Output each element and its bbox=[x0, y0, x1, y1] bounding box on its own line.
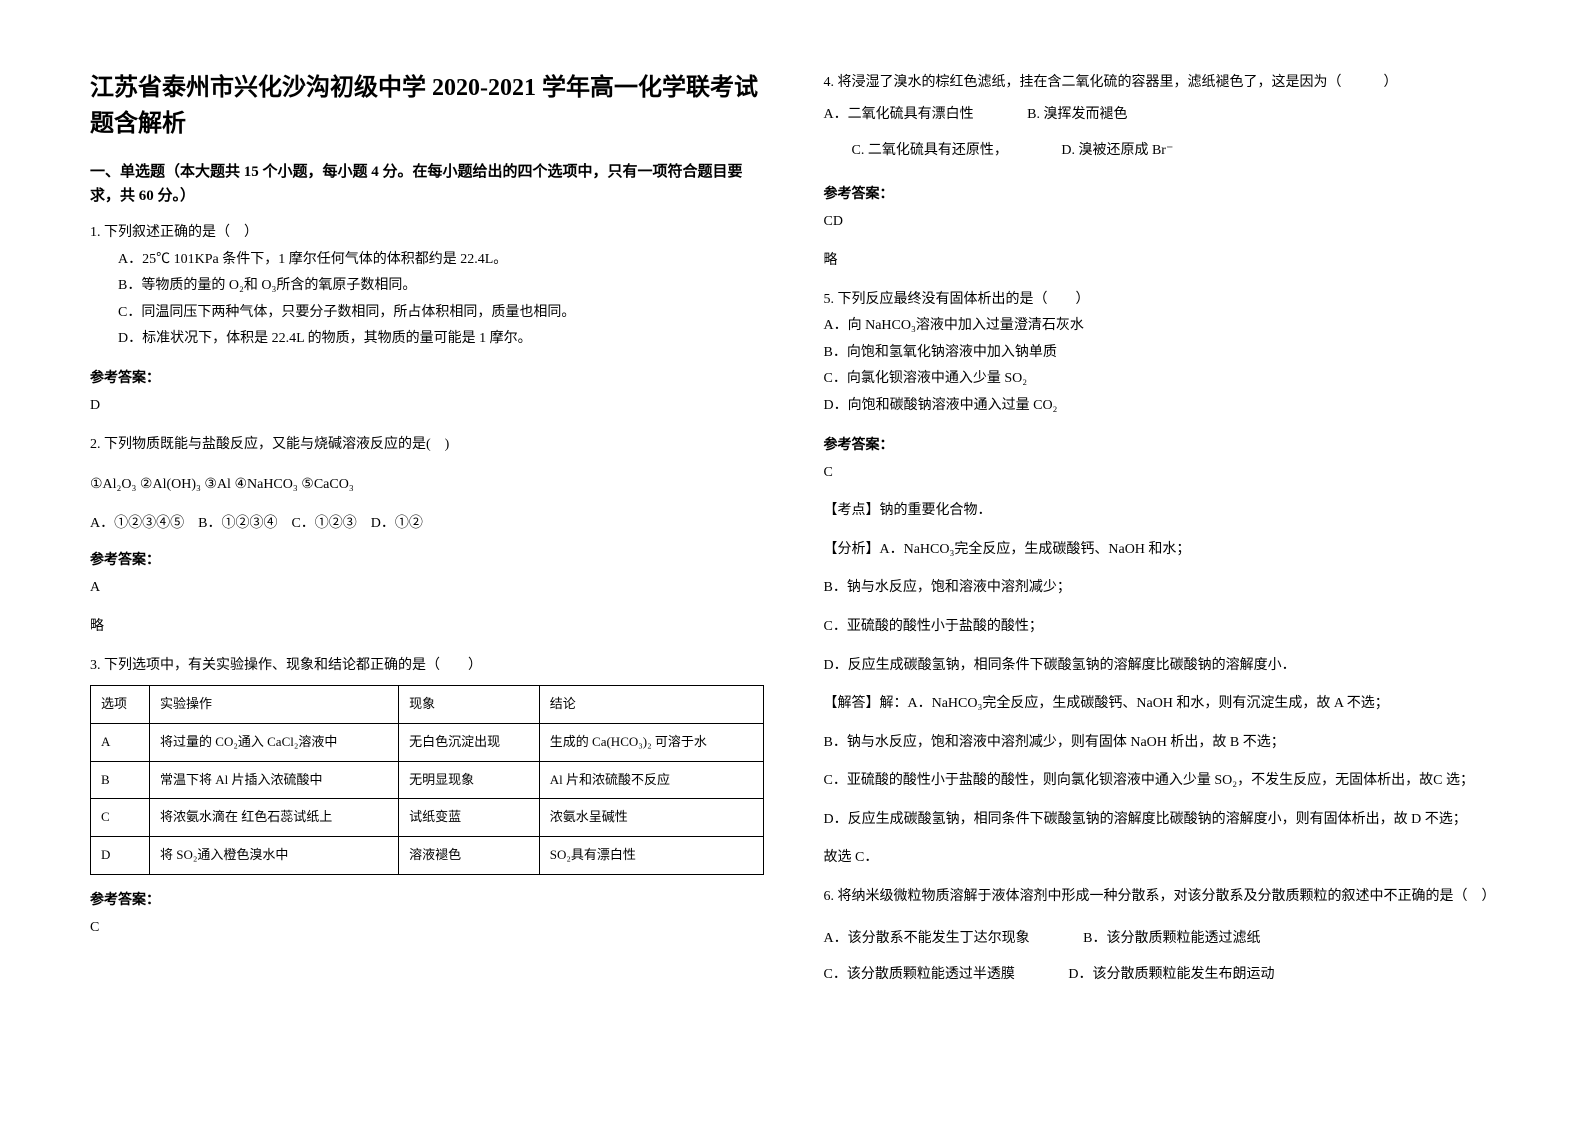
question-3: 3. 下列选项中，有关实验操作、现象和结论都正确的是（ ） 选项 实验操作 现象… bbox=[90, 653, 764, 875]
cell: SO₂具有漂白性 bbox=[539, 836, 763, 874]
q5-answer-label: 参考答案： bbox=[824, 434, 1498, 454]
q4-option-d: D. 溴被还原成 Br⁻ bbox=[1061, 133, 1173, 169]
q2-stem: 2. 下列物质既能与盐酸反应，又能与烧碱溶液反应的是( ) bbox=[90, 432, 764, 459]
q5-option-a: A．向 NaHCO₃溶液中加入过量澄清石灰水 bbox=[824, 313, 1498, 340]
q3-answer-label: 参考答案： bbox=[90, 889, 764, 909]
q1-stem: 1. 下列叙述正确的是（ ） bbox=[90, 220, 764, 247]
q4-answer: CD bbox=[824, 209, 1498, 236]
cell: 浓氨水呈碱性 bbox=[539, 799, 763, 837]
left-column: 江苏省泰州市兴化沙沟初级中学 2020-2021 学年高一化学联考试题含解析 一… bbox=[90, 70, 764, 1007]
q4-option-c: C. 二氧化硫具有还原性， bbox=[852, 133, 1008, 169]
q5-fenxi-c: C．亚硫酸的酸性小于盐酸的酸性； bbox=[824, 614, 1498, 641]
q1-option-c: C．同温同压下两种气体，只要分子数相同，所占体积相同，质量也相同。 bbox=[90, 300, 764, 327]
right-column: 4. 将浸湿了溴水的棕红色滤纸，挂在含二氧化硫的容器里，滤纸褪色了，这是因为（ … bbox=[824, 70, 1498, 1007]
q6-options-row2: C．该分散质颗粒能透过半透膜 D．该分散质颗粒能发生布朗运动 bbox=[824, 957, 1498, 993]
q5-fenxi-d: D．反应生成碳酸氢钠，相同条件下碳酸氢钠的溶解度比碳酸钠的溶解度小． bbox=[824, 653, 1498, 680]
col-phenomenon: 现象 bbox=[399, 686, 540, 724]
col-conclusion: 结论 bbox=[539, 686, 763, 724]
table-header-row: 选项 实验操作 现象 结论 bbox=[91, 686, 764, 724]
q6-options-row1: A．该分散系不能发生丁达尔现象 B．该分散质颗粒能透过滤纸 bbox=[824, 921, 1498, 957]
section-1-header: 一、单选题（本大题共 15 个小题，每小题 4 分。在每小题给出的四个选项中，只… bbox=[90, 160, 764, 208]
col-operation: 实验操作 bbox=[150, 686, 399, 724]
question-6: 6. 将纳米级微粒物质溶解于液体溶剂中形成一种分散系，对该分散系及分散质颗粒的叙… bbox=[824, 884, 1498, 993]
cell: 生成的 Ca(HCO₃)₂ 可溶于水 bbox=[539, 723, 763, 761]
cell: 试纸变蓝 bbox=[399, 799, 540, 837]
question-2: 2. 下列物质既能与盐酸反应，又能与烧碱溶液反应的是( ) bbox=[90, 432, 764, 459]
q4-note: 略 bbox=[824, 248, 1498, 275]
q5-jieda-d: D．反应生成碳酸氢钠，相同条件下碳酸氢钠的溶解度比碳酸钠的溶解度小，则有固体析出… bbox=[824, 807, 1498, 834]
q1-option-d: D．标准状况下，体积是 22.4L 的物质，其物质的量可能是 1 摩尔。 bbox=[90, 326, 764, 353]
document-title: 江苏省泰州市兴化沙沟初级中学 2020-2021 学年高一化学联考试题含解析 bbox=[90, 70, 764, 142]
q5-jieda-c: C．亚硫酸的酸性小于盐酸的酸性，则向氯化钡溶液中通入少量 SO₂，不发生反应，无… bbox=[824, 768, 1498, 795]
cell: D bbox=[91, 836, 150, 874]
cell: 无明显现象 bbox=[399, 761, 540, 799]
cell: 将浓氨水滴在 红色石蕊试纸上 bbox=[150, 799, 399, 837]
cell: Al 片和浓硫酸不反应 bbox=[539, 761, 763, 799]
q5-jieda-a: 【解答】解：A．NaHCO₃完全反应，生成碳酸钙、NaOH 和水，则有沉淀生成，… bbox=[824, 691, 1498, 718]
cell: 常温下将 Al 片插入浓硫酸中 bbox=[150, 761, 399, 799]
question-1: 1. 下列叙述正确的是（ ） A．25℃ 101KPa 条件下，1 摩尔任何气体… bbox=[90, 220, 764, 353]
q5-option-c: C．向氯化钡溶液中通入少量 SO₂ bbox=[824, 366, 1498, 393]
q4-stem: 4. 将浸湿了溴水的棕红色滤纸，挂在含二氧化硫的容器里，滤纸褪色了，这是因为（ … bbox=[824, 70, 1498, 97]
q3-table: 选项 实验操作 现象 结论 A 将过量的 CO₂通入 CaCl₂溶液中 无白色沉… bbox=[90, 685, 764, 874]
q1-answer: D bbox=[90, 393, 764, 420]
q4-options-row1: A．二氧化硫具有漂白性 B. 溴挥发而褪色 bbox=[824, 97, 1498, 133]
q3-answer: C bbox=[90, 915, 764, 942]
q6-stem: 6. 将纳米级微粒物质溶解于液体溶剂中形成一种分散系，对该分散系及分散质颗粒的叙… bbox=[824, 884, 1498, 911]
q4-options-row2: C. 二氧化硫具有还原性， D. 溴被还原成 Br⁻ bbox=[824, 133, 1498, 169]
q2-answer: A bbox=[90, 575, 764, 602]
q5-fenxi-b: B．钠与水反应，饱和溶液中溶剂减少； bbox=[824, 575, 1498, 602]
q5-option-b: B．向饱和氢氧化钠溶液中加入钠单质 bbox=[824, 340, 1498, 367]
cell: 将 SO₂通入橙色溴水中 bbox=[150, 836, 399, 874]
q5-jieda-b: B．钠与水反应，饱和溶液中溶剂减少，则有固体 NaOH 析出，故 B 不选； bbox=[824, 730, 1498, 757]
cell: B bbox=[91, 761, 150, 799]
table-row: A 将过量的 CO₂通入 CaCl₂溶液中 无白色沉淀出现 生成的 Ca(HCO… bbox=[91, 723, 764, 761]
q5-fenxi-a: 【分析】A．NaHCO₃完全反应，生成碳酸钙、NaOH 和水； bbox=[824, 537, 1498, 564]
table-row: D 将 SO₂通入橙色溴水中 溶液褪色 SO₂具有漂白性 bbox=[91, 836, 764, 874]
col-option: 选项 bbox=[91, 686, 150, 724]
q6-option-a: A．该分散系不能发生丁达尔现象 bbox=[824, 921, 1030, 957]
q6-option-b: B．该分散质颗粒能透过滤纸 bbox=[1083, 921, 1260, 957]
q5-stem: 5. 下列反应最终没有固体析出的是（ ） bbox=[824, 287, 1498, 314]
q2-answer-label: 参考答案： bbox=[90, 549, 764, 569]
q2-options: A．①②③④⑤ B．①②③④ C．①②③ D．①② bbox=[90, 511, 764, 538]
q5-kaodian: 【考点】钠的重要化合物． bbox=[824, 498, 1498, 525]
q4-answer-label: 参考答案： bbox=[824, 183, 1498, 203]
question-4: 4. 将浸湿了溴水的棕红色滤纸，挂在含二氧化硫的容器里，滤纸褪色了，这是因为（ … bbox=[824, 70, 1498, 169]
cell: 无白色沉淀出现 bbox=[399, 723, 540, 761]
q2-formula: ①Al₂O₃ ②Al(OH)₃ ③Al ④NaHCO₃ ⑤CaCO₃ bbox=[90, 472, 764, 499]
cell: 溶液褪色 bbox=[399, 836, 540, 874]
q5-conclusion: 故选 C． bbox=[824, 845, 1498, 872]
q6-option-d: D．该分散质颗粒能发生布朗运动 bbox=[1068, 957, 1274, 993]
q2-note: 略 bbox=[90, 614, 764, 641]
q5-answer: C bbox=[824, 460, 1498, 487]
q3-stem: 3. 下列选项中，有关实验操作、现象和结论都正确的是（ ） bbox=[90, 653, 764, 680]
table-row: C 将浓氨水滴在 红色石蕊试纸上 试纸变蓝 浓氨水呈碱性 bbox=[91, 799, 764, 837]
q1-option-b: B．等物质的量的 O₂和 O₃所含的氧原子数相同。 bbox=[90, 273, 764, 300]
cell: 将过量的 CO₂通入 CaCl₂溶液中 bbox=[150, 723, 399, 761]
table-row: B 常温下将 Al 片插入浓硫酸中 无明显现象 Al 片和浓硫酸不反应 bbox=[91, 761, 764, 799]
question-5: 5. 下列反应最终没有固体析出的是（ ） A．向 NaHCO₃溶液中加入过量澄清… bbox=[824, 287, 1498, 420]
q1-option-a: A．25℃ 101KPa 条件下，1 摩尔任何气体的体积都约是 22.4L。 bbox=[90, 247, 764, 274]
q4-option-b: B. 溴挥发而褪色 bbox=[1027, 97, 1127, 133]
q5-option-d: D．向饱和碳酸钠溶液中通入过量 CO₂ bbox=[824, 393, 1498, 420]
q6-option-c: C．该分散质颗粒能透过半透膜 bbox=[824, 957, 1015, 993]
cell: C bbox=[91, 799, 150, 837]
cell: A bbox=[91, 723, 150, 761]
q4-option-a: A．二氧化硫具有漂白性 bbox=[824, 97, 974, 133]
q1-answer-label: 参考答案： bbox=[90, 367, 764, 387]
